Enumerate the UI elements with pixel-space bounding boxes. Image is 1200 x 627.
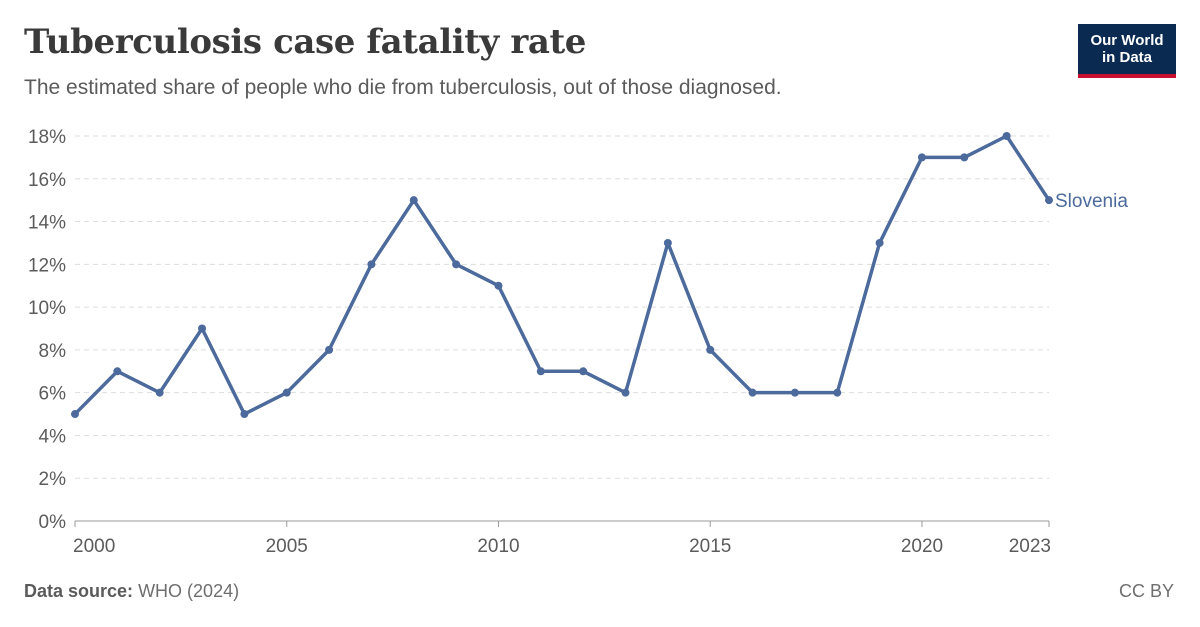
- data-point: [790, 388, 799, 397]
- series-layer: Slovenia: [71, 132, 1128, 419]
- x-tick-label: 2000: [73, 536, 115, 557]
- data-point: [155, 388, 164, 397]
- logo-line-1: Our World: [1090, 32, 1164, 49]
- data-point: [706, 345, 715, 354]
- y-tick-label: 4%: [39, 426, 67, 447]
- data-point: [240, 410, 249, 419]
- data-point: [409, 196, 418, 205]
- chart-title: Tuberculosis case fatality rate: [24, 22, 587, 62]
- series-line: [73, 134, 1051, 416]
- data-point: [875, 238, 884, 247]
- gridlines: [75, 135, 1049, 479]
- y-tick-label: 8%: [39, 341, 67, 362]
- x-tick-label: 2005: [266, 536, 308, 557]
- y-tick-label: 10%: [28, 298, 66, 319]
- x-tick-label: 2010: [477, 536, 519, 557]
- data-point: [282, 388, 291, 397]
- data-point: [663, 238, 672, 247]
- x-tick-label: 2020: [901, 536, 943, 557]
- chart-subtitle: The estimated share of people who die fr…: [24, 76, 782, 99]
- data-source-text[interactable]: WHO (2024): [138, 581, 240, 601]
- data-point: [494, 281, 503, 290]
- y-tick-label: 2%: [39, 469, 67, 490]
- data-point: [960, 153, 969, 162]
- data-source-label: Data source:: [24, 581, 134, 601]
- y-tick-label: 16%: [28, 170, 66, 191]
- data-point: [917, 153, 926, 162]
- data-point: [621, 388, 630, 397]
- our-world-in-data-logo[interactable]: Our World in Data: [1078, 24, 1176, 78]
- license-link[interactable]: CC BY: [1118, 581, 1174, 601]
- y-tick-label: 18%: [28, 127, 66, 148]
- data-source: Data source: WHO (2024): [24, 581, 239, 602]
- data-point: [71, 410, 79, 419]
- data-point: [452, 260, 461, 269]
- data-point: [198, 324, 207, 333]
- y-tick-label: 12%: [28, 255, 66, 276]
- data-point: [536, 367, 545, 376]
- y-tick-label: 14%: [28, 213, 66, 234]
- data-point: [833, 388, 842, 397]
- data-point: [113, 367, 122, 376]
- y-tick-label: 0%: [39, 512, 67, 533]
- data-point: [367, 260, 376, 269]
- data-point: [1045, 196, 1053, 205]
- x-tick-label: 2015: [689, 536, 731, 557]
- series-label: Slovenia: [1055, 191, 1128, 212]
- axes: 0% 2% 4% 6% 8% 10% 12% 14% 16% 18% 2000 2005 2010 201…: [28, 127, 1051, 557]
- data-point: [748, 388, 757, 397]
- data-point: [579, 367, 588, 376]
- y-tick-label: 6%: [39, 384, 67, 405]
- logo-line-2: in Data: [1101, 49, 1152, 66]
- data-point: [325, 345, 334, 354]
- x-tick-label: 2023: [1009, 536, 1051, 557]
- data-point: [1002, 132, 1011, 140]
